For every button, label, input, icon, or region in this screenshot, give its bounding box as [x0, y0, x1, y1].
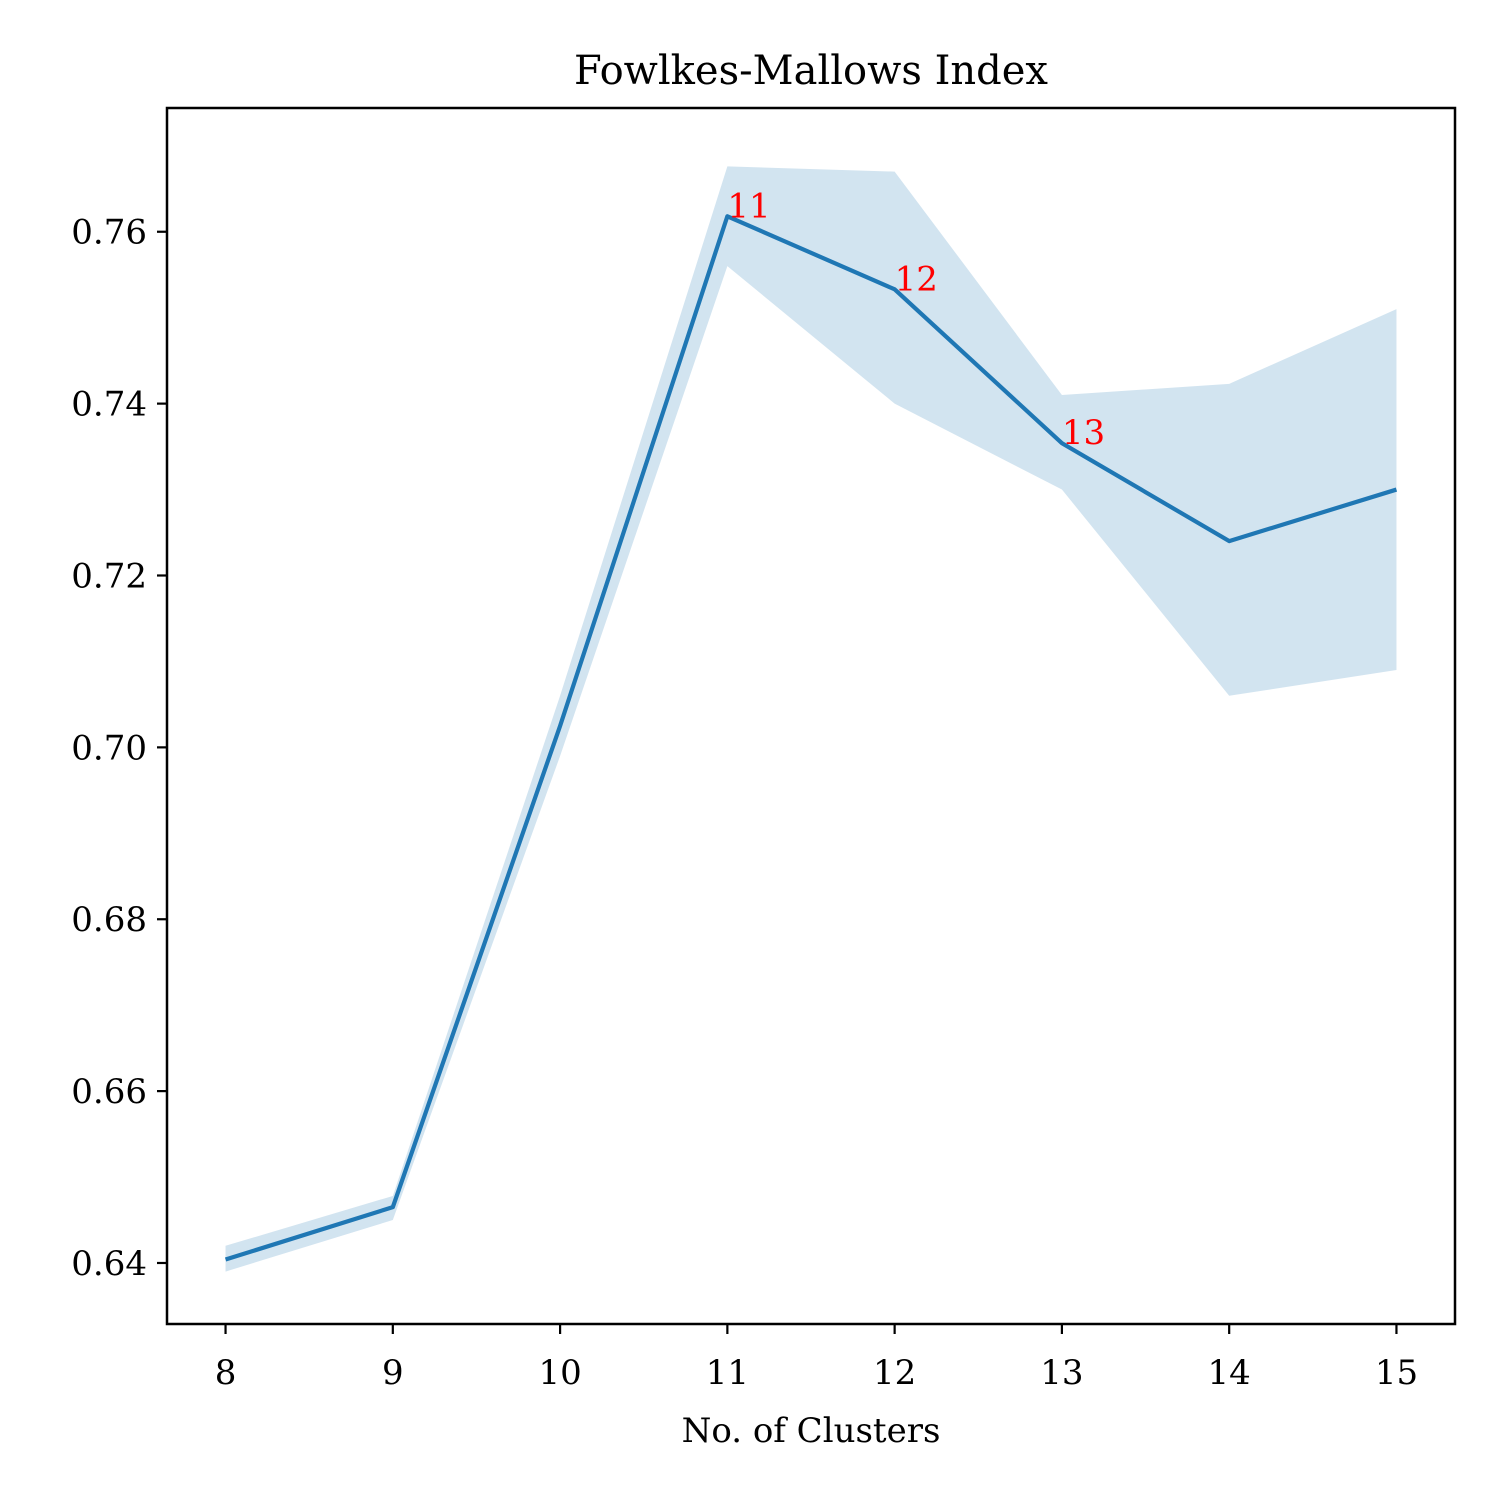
point-annotation: 13 [1062, 413, 1105, 453]
x-tick-label: 13 [1040, 1353, 1083, 1393]
x-tick-label: 8 [215, 1353, 237, 1393]
x-axis-ticks: 8 9 10 11 12 13 14 15 [215, 1324, 1418, 1393]
y-tick-label: 0.64 [71, 1244, 147, 1284]
chart-title: Fowlkes-Mallows Index [574, 48, 1048, 94]
y-axis-ticks: 0.64 0.66 0.68 0.70 0.72 0.74 0.76 [71, 213, 167, 1284]
confidence-band-layer [225, 166, 1397, 1272]
y-tick-label: 0.66 [71, 1072, 147, 1112]
series-line [224, 214, 1398, 1262]
y-tick-label: 0.72 [71, 556, 147, 596]
x-tick-label: 15 [1375, 1353, 1418, 1393]
point-annotation: 11 [727, 186, 770, 226]
x-tick-label: 9 [382, 1353, 404, 1393]
plot-area-frame [165, 106, 1457, 1326]
x-tick-label: 10 [538, 1353, 581, 1393]
y-tick-label: 0.70 [71, 728, 147, 768]
y-tick-label: 0.76 [71, 213, 147, 253]
x-tick-label: 11 [706, 1353, 749, 1393]
confidence-band [225, 166, 1397, 1272]
x-tick-label: 14 [1208, 1353, 1251, 1393]
point-annotation: 12 [895, 259, 938, 299]
y-tick-label: 0.74 [71, 385, 147, 425]
x-axis-title: No. of Clusters [682, 1411, 941, 1451]
series-line-layer [224, 214, 1398, 1262]
y-tick-label: 0.68 [71, 900, 147, 940]
x-tick-label: 12 [873, 1353, 916, 1393]
annotation-layer: 11 12 13 [727, 186, 1105, 453]
